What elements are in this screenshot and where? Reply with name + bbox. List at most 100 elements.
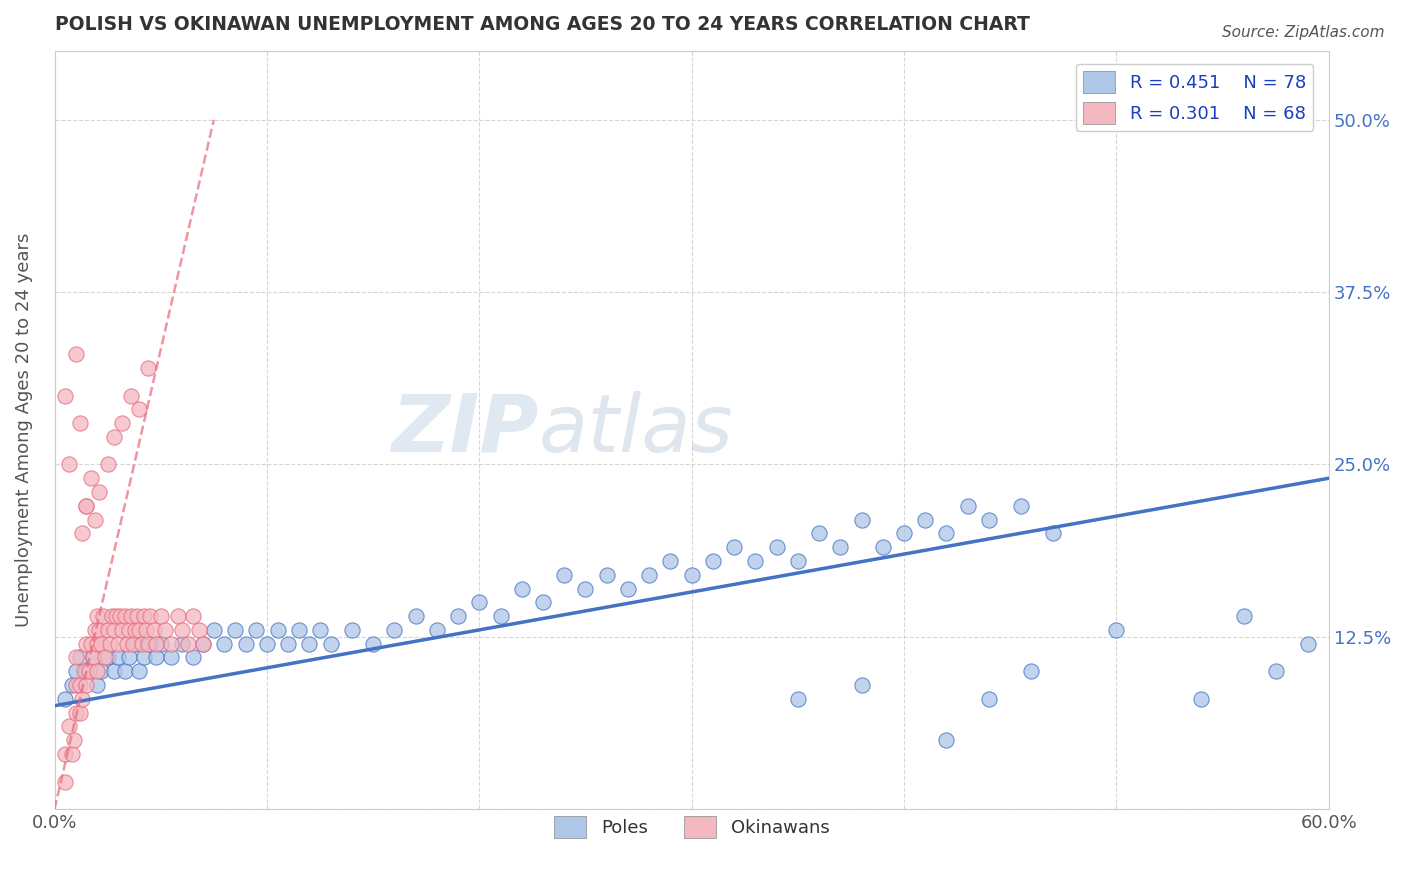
Point — [69, 416, 91, 430]
Point — [115, 637, 138, 651]
Point — [132, 609, 155, 624]
Point — [86, 609, 108, 624]
Point — [224, 623, 246, 637]
Point — [1042, 526, 1064, 541]
Point — [744, 554, 766, 568]
Text: Source: ZipAtlas.com: Source: ZipAtlas.com — [1222, 25, 1385, 40]
Point — [97, 650, 120, 665]
Point — [187, 623, 209, 637]
Point — [574, 582, 596, 596]
Point — [245, 623, 267, 637]
Point — [132, 650, 155, 665]
Point — [79, 471, 101, 485]
Point — [86, 637, 108, 651]
Point — [58, 719, 80, 733]
Point — [110, 609, 132, 624]
Point — [1264, 665, 1286, 679]
Point — [94, 650, 117, 665]
Point — [596, 567, 619, 582]
Point — [489, 609, 512, 624]
Point — [128, 402, 150, 417]
Point — [935, 526, 957, 541]
Point — [617, 582, 640, 596]
Point — [53, 747, 76, 761]
Point — [977, 513, 1000, 527]
Point — [136, 360, 159, 375]
Point — [75, 637, 97, 651]
Point — [65, 650, 87, 665]
Point — [1010, 499, 1032, 513]
Point — [75, 499, 97, 513]
Point — [914, 513, 936, 527]
Point — [98, 637, 121, 651]
Point — [426, 623, 449, 637]
Point — [111, 623, 134, 637]
Point — [83, 513, 105, 527]
Point — [170, 623, 193, 637]
Point — [181, 650, 204, 665]
Point — [111, 416, 134, 430]
Point — [170, 637, 193, 651]
Point — [124, 637, 146, 651]
Point — [893, 526, 915, 541]
Point — [851, 513, 873, 527]
Point — [75, 678, 97, 692]
Point — [277, 637, 299, 651]
Point — [166, 609, 188, 624]
Point — [75, 665, 97, 679]
Point — [256, 637, 278, 651]
Point — [107, 650, 129, 665]
Point — [70, 691, 93, 706]
Text: atlas: atlas — [538, 391, 734, 469]
Point — [447, 609, 470, 624]
Point — [143, 623, 166, 637]
Point — [193, 637, 215, 651]
Point — [79, 637, 101, 651]
Point — [103, 665, 125, 679]
Point — [118, 650, 141, 665]
Point — [103, 430, 125, 444]
Point — [235, 637, 257, 651]
Point — [786, 691, 808, 706]
Point — [1021, 665, 1043, 679]
Point — [107, 637, 129, 651]
Point — [124, 623, 146, 637]
Point — [105, 609, 128, 624]
Point — [97, 623, 120, 637]
Point — [97, 458, 120, 472]
Point — [128, 665, 150, 679]
Point — [531, 595, 554, 609]
Point — [553, 567, 575, 582]
Point — [118, 623, 141, 637]
Point — [319, 637, 342, 651]
Point — [193, 637, 215, 651]
Point — [160, 650, 183, 665]
Point — [73, 665, 96, 679]
Point — [1233, 609, 1256, 624]
Point — [145, 637, 167, 651]
Point — [70, 526, 93, 541]
Point — [60, 747, 83, 761]
Point — [65, 665, 87, 679]
Legend: Poles, Okinawans: Poles, Okinawans — [547, 809, 837, 846]
Point — [122, 637, 145, 651]
Point — [139, 637, 162, 651]
Point — [90, 665, 112, 679]
Point — [83, 623, 105, 637]
Point — [681, 567, 703, 582]
Point — [60, 678, 83, 692]
Point — [214, 637, 236, 651]
Point — [101, 609, 124, 624]
Point — [177, 637, 200, 651]
Point — [120, 388, 142, 402]
Point — [382, 623, 405, 637]
Point — [160, 637, 183, 651]
Point — [723, 540, 745, 554]
Point — [86, 678, 108, 692]
Point — [808, 526, 831, 541]
Point — [65, 678, 87, 692]
Point — [340, 623, 363, 637]
Point — [851, 678, 873, 692]
Point — [89, 623, 111, 637]
Point — [69, 650, 91, 665]
